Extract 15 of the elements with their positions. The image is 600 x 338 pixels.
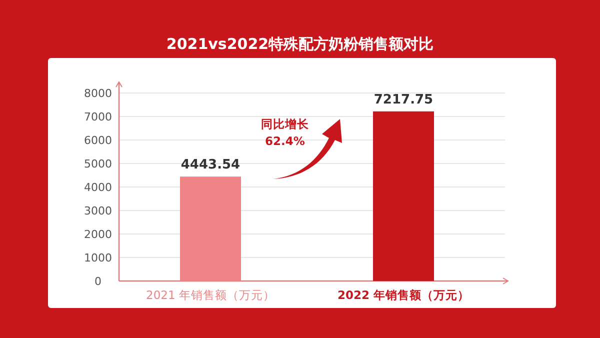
data-label: 7217.75 xyxy=(374,92,434,108)
data-label: 4443.54 xyxy=(180,158,240,173)
annotation: 同比增长 62.4% xyxy=(261,117,310,148)
y-tick-label: 5000 xyxy=(84,158,112,170)
y-tick-label: 6000 xyxy=(84,134,112,147)
y-tick-label: 2000 xyxy=(84,228,112,241)
y-tick-label: 7000 xyxy=(84,110,112,124)
x-tick-label: 2022 年销售额（万元） xyxy=(337,288,470,302)
y-tick-label: 1000 xyxy=(84,252,112,264)
y-tick-label: 3000 xyxy=(84,204,112,218)
y-tick-label: 0 xyxy=(94,275,102,288)
y-tick-label: 8000 xyxy=(84,87,112,100)
x-tick-label: 2021 年销售额（万元） xyxy=(146,288,275,302)
chart-title: 2021vs2022特殊配方奶粉销售额对比 xyxy=(166,35,434,53)
y-tick-label: 4000 xyxy=(84,181,112,194)
